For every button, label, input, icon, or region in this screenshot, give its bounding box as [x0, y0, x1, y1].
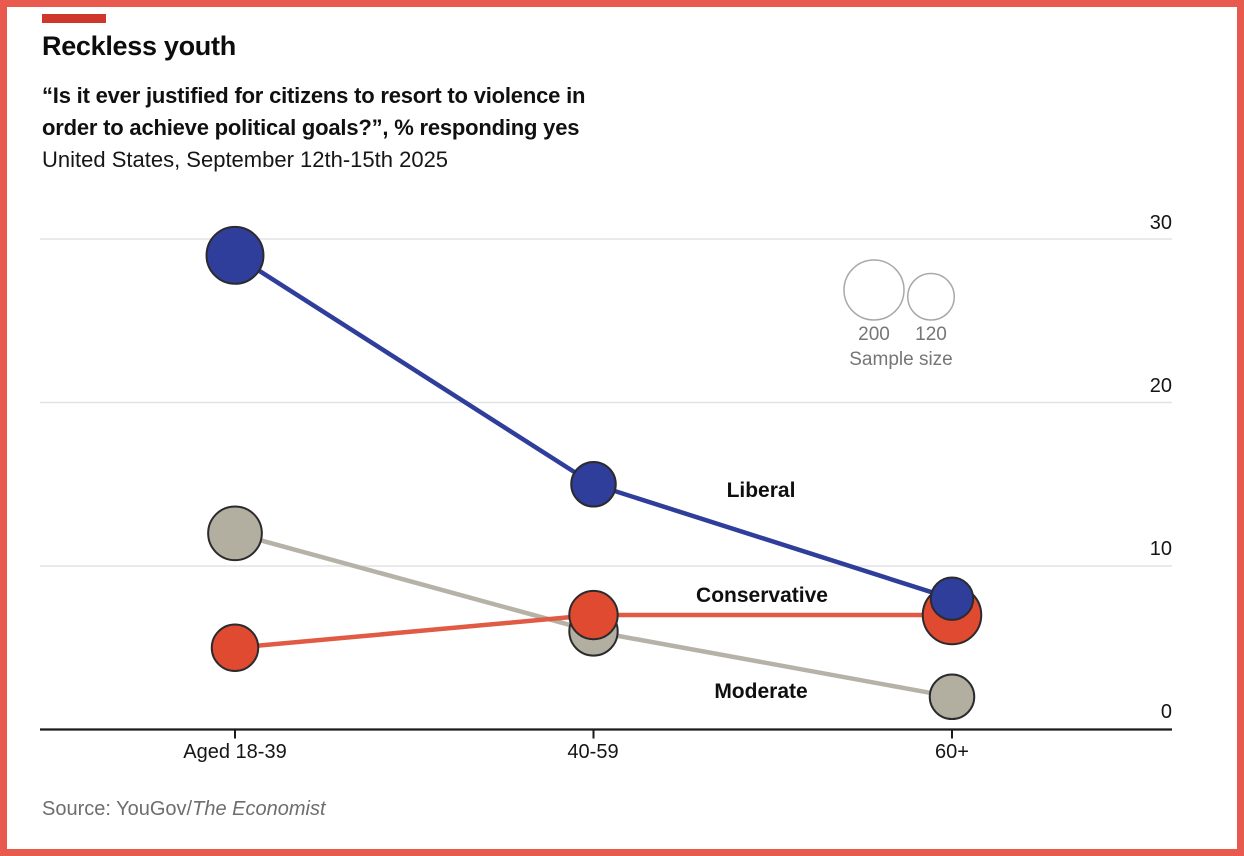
y-axis-label-20: 20: [1149, 375, 1172, 397]
data-point-liberal-1: [570, 461, 617, 508]
sample-size-legend-circle-200: [843, 259, 905, 321]
data-point-liberal-0: [205, 225, 265, 285]
x-axis-label-40-59: 40-59: [567, 741, 619, 763]
data-point-conservative-0: [210, 623, 260, 672]
source-line: Source: YouGov/The Economist: [42, 798, 326, 821]
y-axis-label-0: 0: [1160, 701, 1172, 723]
series-label-liberal: Liberal: [726, 479, 796, 502]
accent-bar: [42, 14, 106, 23]
source-prefix: Source: YouGov/: [42, 798, 193, 820]
y-axis-label-10: 10: [1149, 538, 1172, 560]
y-axis-label-30: 30: [1149, 212, 1172, 234]
x-axis-label-aged-18-39: Aged 18-39: [183, 741, 287, 763]
series-label-moderate: Moderate: [714, 680, 808, 703]
data-point-moderate-2: [928, 673, 976, 721]
series-label-conservative: Conservative: [696, 584, 828, 607]
source-publication: The Economist: [192, 798, 326, 820]
chart-subtitle-line1: “Is it ever justified for citizens to re…: [42, 83, 586, 108]
sample-size-legend-circle-120: [907, 272, 955, 321]
data-point-conservative-1: [568, 589, 619, 641]
sample-size-value-small: 120: [915, 324, 947, 345]
series-line-liberal: [232, 253, 955, 601]
chart-dateline: United States, September 12th-15th 2025: [42, 147, 449, 172]
page-title: Reckless youth: [42, 31, 236, 61]
sample-size-value-large: 200: [858, 324, 890, 345]
data-point-liberal-2: [929, 576, 975, 621]
data-point-moderate-0: [207, 505, 263, 562]
sample-size-legend-title: Sample size: [849, 349, 953, 370]
x-axis-label-60plus: 60+: [935, 741, 969, 763]
chart-subtitle-line2: order to achieve political goals?”, % re…: [42, 115, 580, 140]
